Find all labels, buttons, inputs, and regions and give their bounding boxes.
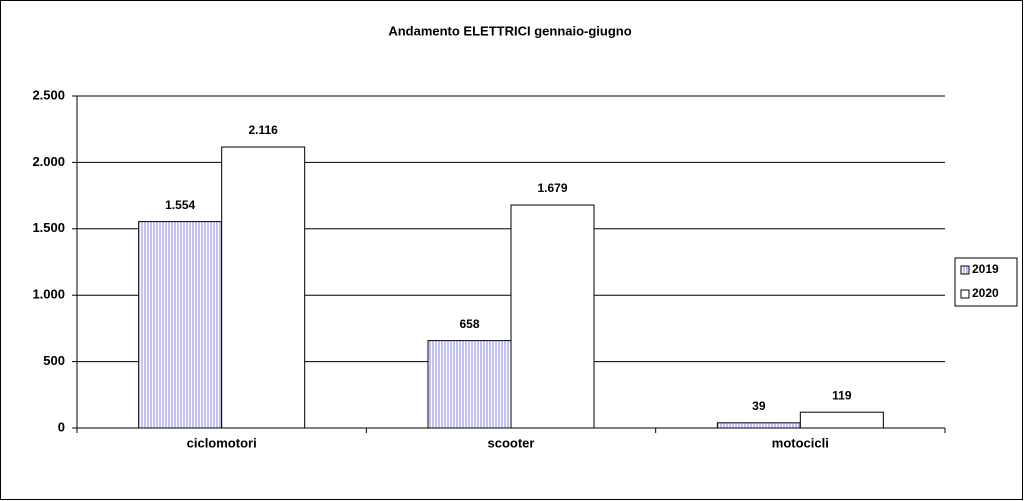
legend-swatch: [960, 265, 970, 275]
y-tick-label: 0: [58, 419, 65, 434]
y-tick-label: 2.000: [32, 154, 65, 169]
bar: [138, 221, 223, 429]
bar: [510, 204, 595, 429]
bar: [799, 411, 884, 429]
y-tick-label: 1.500: [32, 220, 65, 235]
x-tick-label: scooter: [488, 435, 535, 450]
value-label: 1.554: [165, 198, 195, 212]
value-label: 1.679: [537, 181, 567, 195]
value-label: 39: [752, 399, 766, 413]
bar: [221, 146, 306, 429]
y-tick-label: 2.500: [32, 87, 65, 102]
y-tick-label: 500: [43, 353, 65, 368]
y-tick-label: 1.000: [32, 287, 65, 302]
value-label: 658: [459, 317, 479, 331]
legend-label: 2019: [972, 262, 999, 276]
x-tick-label: ciclomotori: [187, 435, 257, 450]
legend-swatch: [960, 289, 970, 299]
x-tick-label: motocicli: [772, 435, 829, 450]
bar: [716, 422, 801, 429]
chart-title: Andamento ELETTRICI gennaio-giugno: [388, 23, 631, 38]
bar: [427, 340, 512, 429]
legend-label: 2020: [972, 286, 999, 300]
value-label: 119: [832, 388, 852, 402]
value-label: 2.116: [248, 123, 278, 137]
